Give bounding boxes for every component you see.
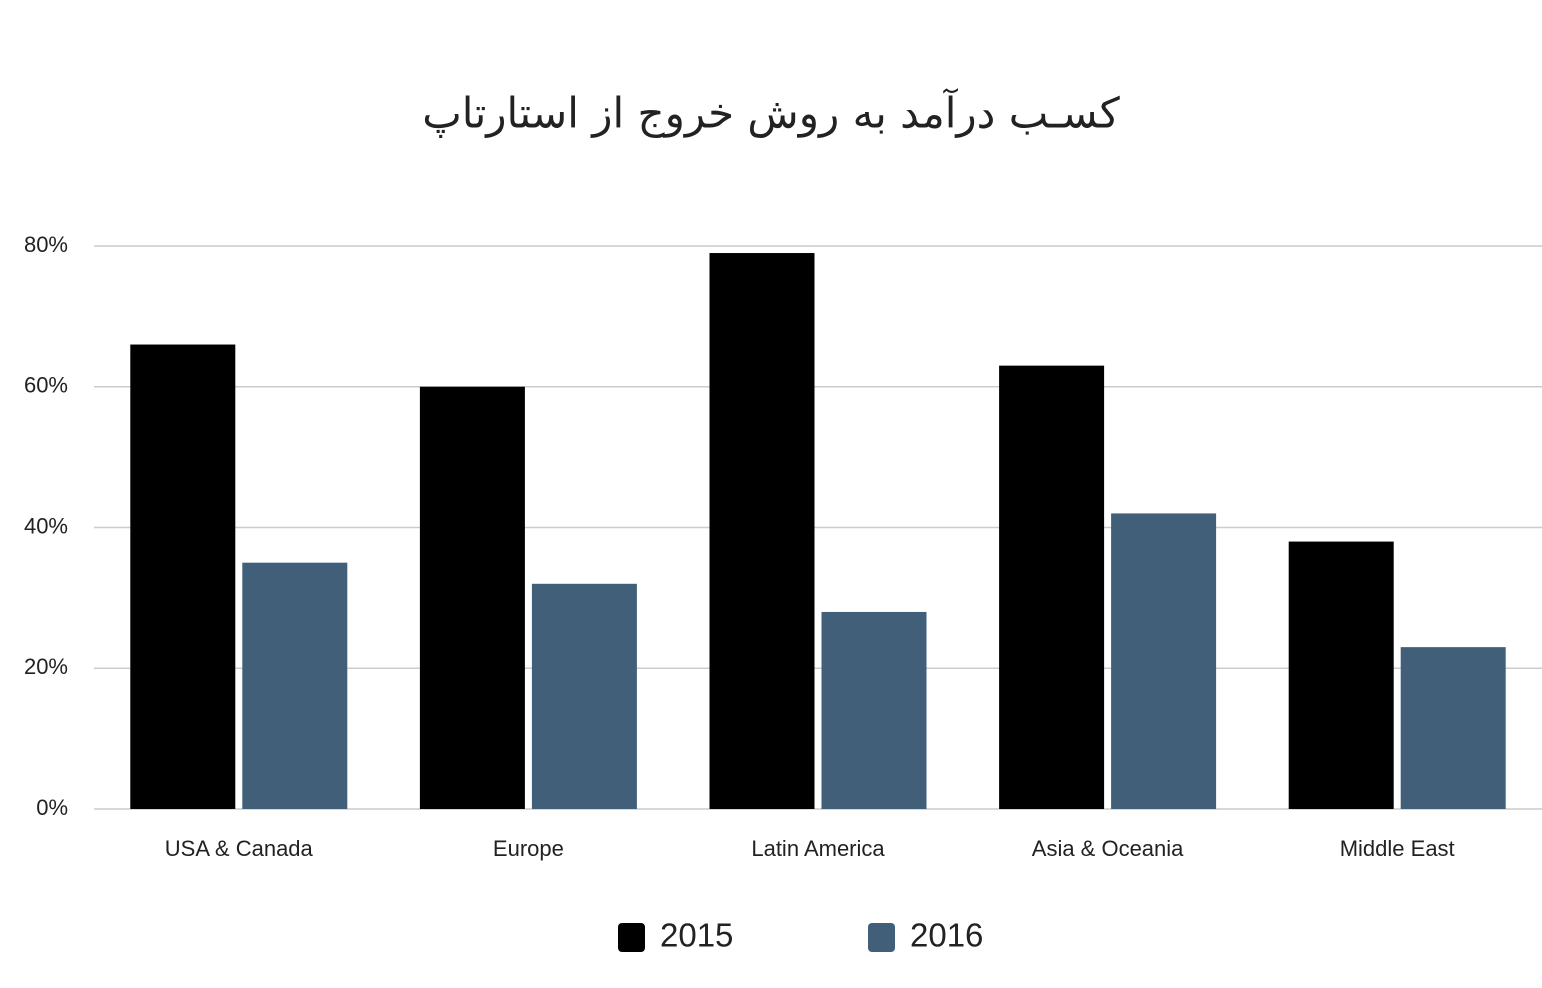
legend-label: 2015 bbox=[660, 917, 733, 954]
bar bbox=[531, 583, 637, 809]
bar bbox=[1288, 541, 1394, 809]
x-tick-label: Latin America bbox=[751, 836, 885, 861]
x-tick-label: Europe bbox=[493, 836, 564, 861]
x-tick-label: Asia & Oceania bbox=[1032, 836, 1184, 861]
bar bbox=[1400, 647, 1506, 809]
legend-swatch bbox=[868, 923, 895, 952]
bar bbox=[242, 562, 348, 809]
x-tick-label: USA & Canada bbox=[165, 836, 314, 861]
y-tick-label: 0% bbox=[36, 795, 68, 820]
x-tick-label: Middle East bbox=[1340, 836, 1455, 861]
legend-label: 2016 bbox=[910, 917, 983, 954]
bar bbox=[709, 253, 815, 810]
bar bbox=[1111, 513, 1217, 809]
y-tick-label: 20% bbox=[24, 654, 68, 679]
y-tick-label: 60% bbox=[24, 373, 68, 398]
bar bbox=[999, 365, 1105, 809]
y-tick-label: 40% bbox=[24, 513, 68, 538]
y-tick-label: 80% bbox=[24, 232, 68, 257]
bar bbox=[130, 344, 236, 809]
legend-swatch bbox=[618, 923, 645, 952]
bar bbox=[419, 386, 525, 809]
bar bbox=[821, 611, 927, 809]
chart-title: کسـب درآمد به روش خروج از استارتاپ bbox=[422, 88, 1119, 138]
